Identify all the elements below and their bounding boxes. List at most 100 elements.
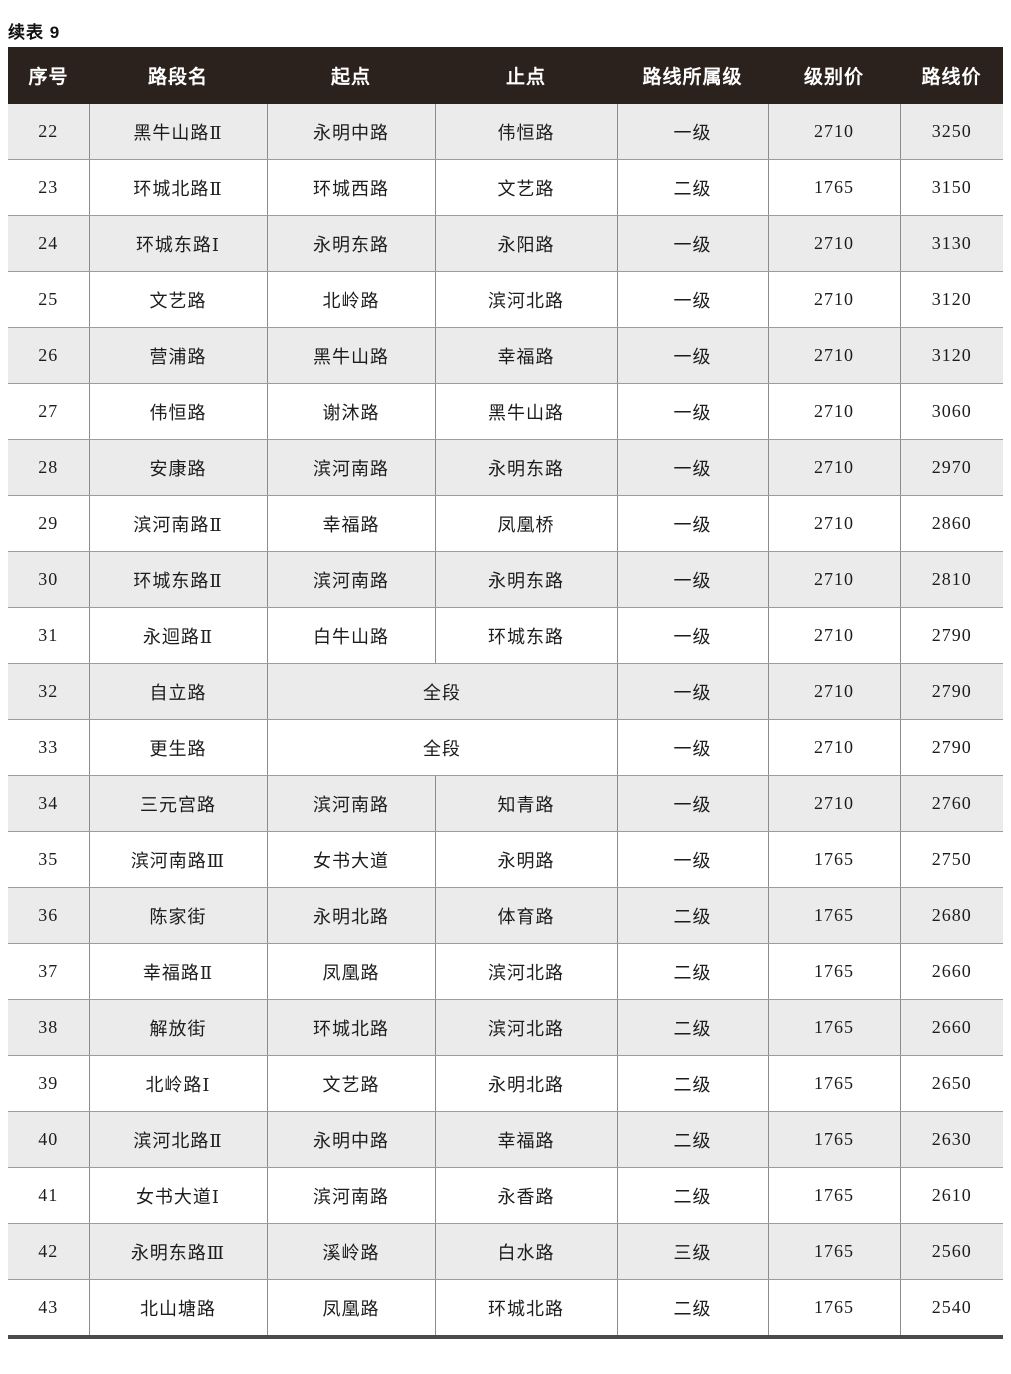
cell-num: 35 [8,831,90,888]
cell-level_price: 2710 [768,663,901,720]
cell-level: 一级 [617,215,769,272]
cell-end: 幸福路 [435,327,618,384]
cell-name: 环城东路Ⅱ [89,551,268,608]
cell-level_price: 1765 [768,1223,901,1280]
cell-level_price: 1765 [768,943,901,1000]
cell-level: 二级 [617,1111,769,1168]
table-row: 25 文艺路 北岭路 滨河北路 一级 2710 3120 [8,271,1003,328]
cell-name: 永迴路Ⅱ [89,607,268,664]
cell-end: 滨河北路 [435,999,618,1056]
cell-end: 凤凰桥 [435,495,618,552]
cell-route_price: 2790 [900,663,1003,720]
cell-num: 33 [8,719,90,776]
cell-start: 女书大道 [267,831,436,888]
cell-num: 37 [8,943,90,1000]
table-row: 39 北岭路Ⅰ 文艺路 永明北路 二级 1765 2650 [8,1055,1003,1112]
cell-num: 23 [8,159,90,216]
cell-name: 幸福路Ⅱ [89,943,268,1000]
cell-level: 一级 [617,383,769,440]
cell-end: 环城东路 [435,607,618,664]
cell-level_price: 2710 [768,551,901,608]
cell-num: 34 [8,775,90,832]
cell-route_price: 2630 [900,1111,1003,1168]
cell-level_price: 2710 [768,271,901,328]
cell-name: 伟恒路 [89,383,268,440]
cell-level: 二级 [617,1279,769,1339]
cell-name: 环城东路Ⅰ [89,215,268,272]
road-price-table: 序号 路段名 起点 止点 路线所属级 级别价 路线价 22 黑牛山路Ⅱ 永明中路 伟恒… [8,47,1003,1339]
cell-level: 二级 [617,999,769,1056]
cell-level: 二级 [617,1167,769,1224]
cell-end: 滨河北路 [435,943,618,1000]
cell-route_price: 2760 [900,775,1003,832]
cell-start: 文艺路 [267,1055,436,1112]
cell-start: 北岭路 [267,271,436,328]
cell-start: 凤凰路 [267,943,436,1000]
cell-level_price: 1765 [768,1167,901,1224]
table-row: 33 更生路 全段 一级 2710 2790 [8,719,1003,776]
table-row: 37 幸福路Ⅱ 凤凰路 滨河北路 二级 1765 2660 [8,943,1003,1000]
cell-end: 环城北路 [435,1279,618,1339]
cell-route_price: 2750 [900,831,1003,888]
cell-start: 滨河南路 [267,551,436,608]
cell-level: 二级 [617,943,769,1000]
table-row: 31 永迴路Ⅱ 白牛山路 环城东路 一级 2710 2790 [8,607,1003,664]
table-row: 34 三元宫路 滨河南路 知青路 一级 2710 2760 [8,775,1003,832]
cell-level_price: 1765 [768,887,901,944]
cell-start: 凤凰路 [267,1279,436,1339]
cell-route_price: 3150 [900,159,1003,216]
cell-name: 黑牛山路Ⅱ [89,104,268,160]
cell-num: 41 [8,1167,90,1224]
cell-level_price: 2710 [768,383,901,440]
cell-name: 滨河北路Ⅱ [89,1111,268,1168]
cell-level_price: 1765 [768,999,901,1056]
cell-route_price: 2680 [900,887,1003,944]
cell-level_price: 2710 [768,719,901,776]
cell-level: 一级 [617,551,769,608]
cell-level: 二级 [617,1055,769,1112]
cell-num: 42 [8,1223,90,1280]
table-row: 40 滨河北路Ⅱ 永明中路 幸福路 二级 1765 2630 [8,1111,1003,1168]
cell-route_price: 3130 [900,215,1003,272]
cell-level: 一级 [617,775,769,832]
cell-num: 32 [8,663,90,720]
header-cell-num: 序号 [8,47,89,104]
cell-start: 幸福路 [267,495,436,552]
table-row: 35 滨河南路Ⅲ 女书大道 永明路 一级 1765 2750 [8,831,1003,888]
table-row: 29 滨河南路Ⅱ 幸福路 凤凰桥 一级 2710 2860 [8,495,1003,552]
cell-name: 滨河南路Ⅱ [89,495,268,552]
header-row: 序号 路段名 起点 止点 路线所属级 级别价 路线价 [8,47,1003,104]
cell-start: 滨河南路 [267,775,436,832]
cell-route_price: 2610 [900,1167,1003,1224]
table-header: 序号 路段名 起点 止点 路线所属级 级别价 路线价 [8,47,1003,104]
cell-level: 三级 [617,1223,769,1280]
cell-start: 溪岭路 [267,1223,436,1280]
cell-whole: 全段 [267,663,618,720]
cell-route_price: 3120 [900,271,1003,328]
table-row: 26 营浦路 黑牛山路 幸福路 一级 2710 3120 [8,327,1003,384]
table-row: 23 环城北路Ⅱ 环城西路 文艺路 二级 1765 3150 [8,159,1003,216]
cell-level: 一级 [617,663,769,720]
header-cell-level-price: 级别价 [768,47,900,104]
table-row: 43 北山塘路 凤凰路 环城北路 二级 1765 2540 [8,1279,1003,1339]
cell-route_price: 2540 [900,1279,1003,1339]
cell-start: 滨河南路 [267,1167,436,1224]
cell-name: 自立路 [89,663,268,720]
cell-level: 一级 [617,439,769,496]
cell-level: 一级 [617,607,769,664]
cell-end: 白水路 [435,1223,618,1280]
cell-num: 27 [8,383,90,440]
cell-route_price: 2810 [900,551,1003,608]
cell-route_price: 3060 [900,383,1003,440]
cell-level_price: 2710 [768,104,901,160]
cell-end: 永明北路 [435,1055,618,1112]
cell-end: 永香路 [435,1167,618,1224]
cell-num: 24 [8,215,90,272]
cell-route_price: 2560 [900,1223,1003,1280]
header-cell-end: 止点 [435,47,617,104]
cell-name: 三元宫路 [89,775,268,832]
cell-level_price: 1765 [768,1055,901,1112]
cell-level_price: 2710 [768,607,901,664]
table-row: 24 环城东路Ⅰ 永明东路 永阳路 一级 2710 3130 [8,215,1003,272]
